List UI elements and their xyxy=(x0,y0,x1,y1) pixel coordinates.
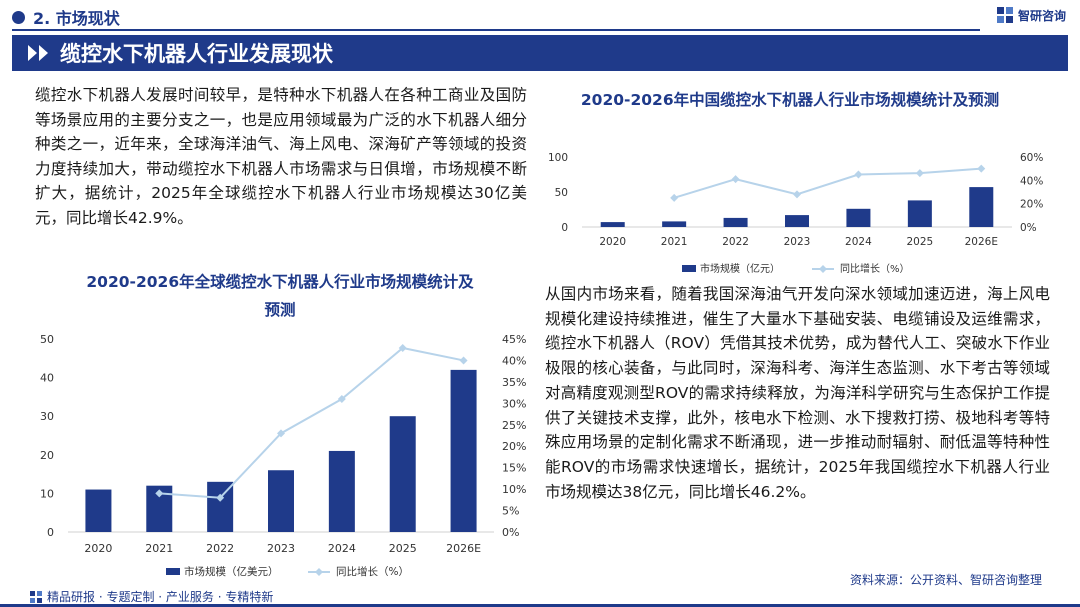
brand-name: 智研咨询 xyxy=(1017,8,1066,23)
bar xyxy=(85,489,112,532)
bar xyxy=(207,481,234,532)
y-tick-label-right: 35% xyxy=(502,376,526,389)
y-tick-label-right: 25% xyxy=(502,419,526,432)
legend-label-line: 同比增长（%） xyxy=(336,565,409,578)
growth-point xyxy=(854,170,863,179)
x-tick-label: 2020 xyxy=(84,542,112,555)
y-tick-label-right: 40% xyxy=(1020,175,1043,187)
source-note: 资料来源：公开资料、智研咨询整理 xyxy=(849,573,1042,587)
y-tick-label-right: 30% xyxy=(502,397,526,410)
growth-point xyxy=(793,190,801,199)
growth-point xyxy=(216,493,225,502)
section-header: 2. 市场现状 xyxy=(12,6,120,28)
bar xyxy=(328,450,355,532)
y-tick-label-left: 30 xyxy=(40,410,54,423)
x-tick-label: 2021 xyxy=(145,542,173,555)
x-tick-label: 2026E xyxy=(965,236,998,248)
section-title: 2. 市场现状 xyxy=(33,9,120,28)
legend-swatch-bar xyxy=(166,568,180,575)
y-tick-label-left: 50 xyxy=(555,187,568,199)
y-tick-label-right: 5% xyxy=(502,505,519,518)
y-tick-label-right: 45% xyxy=(502,333,526,346)
chart-title-china: 2020-2026年中国缆控水下机器人行业市场规模统计及预测 xyxy=(580,91,1000,109)
y-tick-label-right: 60% xyxy=(1020,152,1043,164)
bar xyxy=(600,222,625,227)
bar xyxy=(450,369,477,532)
bar xyxy=(389,416,416,532)
banner-title: 缆控水下机器人行业发展现状 xyxy=(60,42,333,66)
y-tick-label-right: 0% xyxy=(1020,222,1037,234)
bar xyxy=(723,217,748,227)
y-tick-label-left: 20 xyxy=(40,449,54,462)
brand-logo-icon xyxy=(996,6,1014,24)
growth-point xyxy=(670,193,679,202)
y-tick-label-left: 50 xyxy=(40,333,54,346)
x-tick-label: 2024 xyxy=(845,236,872,248)
growth-point xyxy=(277,429,285,438)
growth-point xyxy=(459,356,468,365)
paragraph-china: 从国内市场来看，随着我国深海油气开发向深水领域加速迈进，海上风电规模化建设持续推… xyxy=(545,285,1050,501)
y-tick-label-right: 0% xyxy=(502,526,519,539)
paragraph-global: 缆控水下机器人发展时间较早，是特种水下机器人在各种工商业及国防等场景应用的主要分… xyxy=(35,86,527,227)
brand-small-icon xyxy=(30,590,42,603)
y-tick-label-left: 10 xyxy=(40,487,54,500)
footer-tagline-text: 精品研报 · 专题定制 · 产业服务 · 专精特新 xyxy=(47,590,274,604)
growth-line xyxy=(159,346,464,499)
x-tick-label: 2021 xyxy=(661,236,688,248)
growth-point xyxy=(155,489,164,498)
y-tick-label-left: 0 xyxy=(47,526,54,539)
bar xyxy=(268,470,294,532)
growth-point xyxy=(731,175,740,184)
legend-label-line: 同比增长（%） xyxy=(840,262,910,275)
header-divider xyxy=(12,29,980,31)
brand: 智研咨询 xyxy=(996,5,1066,25)
y-tick-label-right: 10% xyxy=(502,483,526,496)
y-tick-label-right: 20% xyxy=(502,440,526,453)
bullet-dot-icon xyxy=(12,10,25,24)
legend-label-bar: 市场规模（亿美元） xyxy=(184,565,279,578)
growth-point xyxy=(915,169,924,178)
x-tick-label: 2022 xyxy=(206,542,234,555)
x-tick-label: 2023 xyxy=(267,542,295,555)
double-arrow-icon xyxy=(28,45,50,61)
legend-swatch-marker xyxy=(315,568,323,576)
y-tick-label-right: 20% xyxy=(1020,199,1043,211)
legend-swatch-marker xyxy=(819,265,827,273)
growth-point xyxy=(977,164,986,173)
bar xyxy=(907,200,932,227)
bar xyxy=(662,221,687,227)
growth-point xyxy=(337,395,346,404)
y-tick-label-right: 15% xyxy=(502,462,526,475)
x-tick-label: 2020 xyxy=(599,236,626,248)
title-banner: 缆控水下机器人行业发展现状 xyxy=(12,35,1068,71)
x-tick-label: 2022 xyxy=(722,236,749,248)
chart-global: 0 10 20 30 40 50 0% 5% 10% 15% 20% 25% 30% 35% 40% 45% 2… xyxy=(40,333,526,578)
x-tick-label: 2024 xyxy=(328,542,356,555)
footer-tagline: 精品研报 · 专题定制 · 产业服务 · 专精特新 xyxy=(30,588,273,605)
bar xyxy=(846,208,871,227)
legend-label-bar: 市场规模（亿元） xyxy=(700,262,780,275)
legend-swatch-bar xyxy=(682,265,696,272)
y-tick-label-left: 0 xyxy=(561,222,568,234)
footer-bar xyxy=(0,604,1080,607)
chart-china: 0 50 100 0% 20% 40% 60% 2020 2021 2022 2023 2024 202… xyxy=(548,152,1043,275)
x-tick-label: 2023 xyxy=(784,236,811,248)
x-tick-label: 2026E xyxy=(446,542,481,555)
chart-title-global: 2020-2026年全球缆控水下机器人行业市场规模统计及预测 xyxy=(86,273,474,319)
y-tick-label-left: 100 xyxy=(548,152,568,164)
growth-line xyxy=(673,167,982,199)
bar xyxy=(969,187,994,227)
y-tick-label-left: 40 xyxy=(40,372,54,385)
growth-point xyxy=(398,344,407,353)
x-tick-label: 2025 xyxy=(389,542,417,555)
x-tick-label: 2025 xyxy=(906,236,933,248)
bar xyxy=(785,215,809,227)
y-tick-label-right: 40% xyxy=(502,354,526,367)
